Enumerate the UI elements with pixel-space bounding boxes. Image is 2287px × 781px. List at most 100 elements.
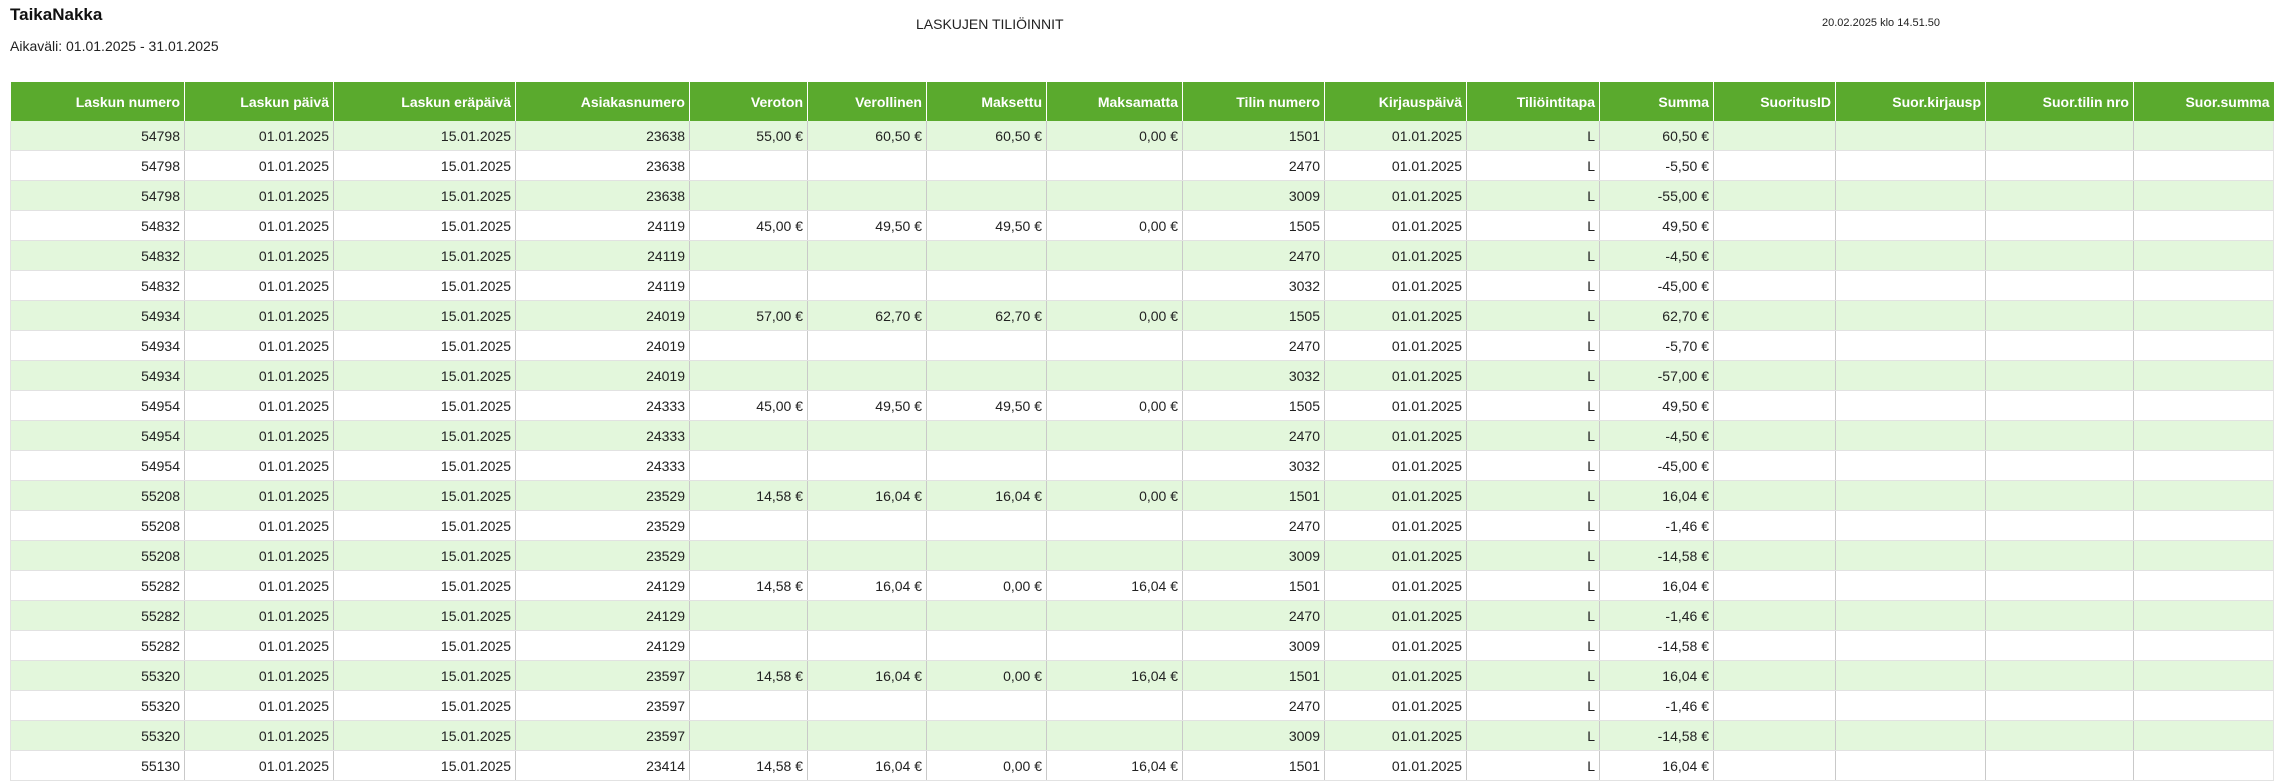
cell-laskun-paiva: 01.01.2025 bbox=[184, 390, 334, 421]
cell-laskun-erapaiva: 15.01.2025 bbox=[333, 180, 516, 211]
table-row: 55320 01.01.2025 15.01.2025 23597 14,58 €16,… bbox=[10, 660, 2274, 691]
cell-laskun-numero: 55208 bbox=[10, 480, 185, 511]
cell-veroton: 55,00 € bbox=[689, 121, 808, 151]
cell-laskun-paiva: 01.01.2025 bbox=[184, 510, 334, 541]
cell-suor-kirjausp bbox=[1835, 270, 1986, 301]
cell-suor-summa bbox=[2133, 180, 2274, 211]
cell-maksamatta bbox=[1046, 540, 1183, 571]
cell-maksettu bbox=[926, 630, 1047, 661]
cell-laskun-numero: 54798 bbox=[10, 180, 185, 211]
cell-kirjauspaiva: 01.01.2025 bbox=[1324, 720, 1467, 751]
cell-suor-tilin-nro bbox=[1985, 660, 2134, 691]
table-row: 54934 01.01.2025 15.01.2025 24019 57,00 €62,… bbox=[10, 300, 2274, 331]
cell-summa: -4,50 € bbox=[1599, 420, 1714, 451]
table-row: 54934 01.01.2025 15.01.2025 24019 2470 01.01.… bbox=[10, 330, 2274, 361]
cell-tilin-numero: 1505 bbox=[1182, 210, 1325, 241]
cell-asiakasnumero: 24333 bbox=[515, 450, 690, 481]
cell-suor-summa bbox=[2133, 270, 2274, 301]
cell-laskun-erapaiva: 15.01.2025 bbox=[333, 720, 516, 751]
cell-laskun-erapaiva: 15.01.2025 bbox=[333, 240, 516, 271]
cell-tilin-numero: 1505 bbox=[1182, 390, 1325, 421]
cell-maksettu bbox=[926, 150, 1047, 181]
cell-laskun-numero: 55208 bbox=[10, 540, 185, 571]
cell-asiakasnumero: 24119 bbox=[515, 270, 690, 301]
cell-suor-summa bbox=[2133, 750, 2274, 781]
cell-summa: -4,50 € bbox=[1599, 240, 1714, 271]
cell-suor-kirjausp bbox=[1835, 600, 1986, 631]
cell-tiliointitapa: L bbox=[1466, 150, 1600, 181]
cell-kirjauspaiva: 01.01.2025 bbox=[1324, 630, 1467, 661]
cell-veroton bbox=[689, 360, 808, 391]
cell-kirjauspaiva: 01.01.2025 bbox=[1324, 270, 1467, 301]
cell-laskun-numero: 54832 bbox=[10, 270, 185, 301]
cell-tiliointitapa: L bbox=[1466, 570, 1600, 601]
cell-laskun-numero: 54798 bbox=[10, 150, 185, 181]
cell-laskun-paiva: 01.01.2025 bbox=[184, 750, 334, 781]
cell-tilin-numero: 3032 bbox=[1182, 270, 1325, 301]
cell-verollinen bbox=[807, 720, 927, 751]
cell-laskun-numero: 55282 bbox=[10, 600, 185, 631]
cell-asiakasnumero: 23597 bbox=[515, 690, 690, 721]
cell-kirjauspaiva: 01.01.2025 bbox=[1324, 150, 1467, 181]
cell-suor-tilin-nro bbox=[1985, 630, 2134, 661]
column-header-maksettu: Maksettu bbox=[926, 82, 1047, 121]
cell-summa: 16,04 € bbox=[1599, 480, 1714, 511]
cell-laskun-erapaiva: 15.01.2025 bbox=[333, 210, 516, 241]
column-header-maksamatta: Maksamatta bbox=[1046, 82, 1183, 121]
cell-asiakasnumero: 23597 bbox=[515, 720, 690, 751]
cell-tilin-numero: 1505 bbox=[1182, 300, 1325, 331]
cell-laskun-erapaiva: 15.01.2025 bbox=[333, 270, 516, 301]
cell-veroton: 14,58 € bbox=[689, 750, 808, 781]
cell-suor-tilin-nro bbox=[1985, 540, 2134, 571]
cell-laskun-erapaiva: 15.01.2025 bbox=[333, 540, 516, 571]
cell-summa: -14,58 € bbox=[1599, 720, 1714, 751]
cell-tilin-numero: 2470 bbox=[1182, 150, 1325, 181]
cell-suor-summa bbox=[2133, 720, 2274, 751]
cell-laskun-erapaiva: 15.01.2025 bbox=[333, 510, 516, 541]
cell-veroton: 14,58 € bbox=[689, 570, 808, 601]
cell-suoritusid bbox=[1713, 300, 1836, 331]
cell-laskun-erapaiva: 15.01.2025 bbox=[333, 330, 516, 361]
cell-maksettu bbox=[926, 540, 1047, 571]
cell-laskun-erapaiva: 15.01.2025 bbox=[333, 300, 516, 331]
cell-laskun-numero: 54954 bbox=[10, 390, 185, 421]
cell-laskun-paiva: 01.01.2025 bbox=[184, 630, 334, 661]
cell-maksamatta bbox=[1046, 420, 1183, 451]
company-name: TaikaNakka bbox=[10, 5, 103, 24]
cell-suor-summa bbox=[2133, 210, 2274, 241]
cell-laskun-numero: 55320 bbox=[10, 720, 185, 751]
cell-maksamatta bbox=[1046, 720, 1183, 751]
cell-kirjauspaiva: 01.01.2025 bbox=[1324, 390, 1467, 421]
cell-suor-tilin-nro bbox=[1985, 750, 2134, 781]
cell-suor-kirjausp bbox=[1835, 480, 1986, 511]
cell-suoritusid bbox=[1713, 510, 1836, 541]
cell-maksettu bbox=[926, 420, 1047, 451]
cell-asiakasnumero: 24333 bbox=[515, 420, 690, 451]
cell-laskun-paiva: 01.01.2025 bbox=[184, 150, 334, 181]
cell-suor-summa bbox=[2133, 480, 2274, 511]
cell-tilin-numero: 1501 bbox=[1182, 121, 1325, 151]
cell-suoritusid bbox=[1713, 660, 1836, 691]
cell-laskun-paiva: 01.01.2025 bbox=[184, 600, 334, 631]
cell-maksamatta: 0,00 € bbox=[1046, 121, 1183, 151]
cell-maksamatta bbox=[1046, 150, 1183, 181]
cell-verollinen bbox=[807, 270, 927, 301]
cell-suor-summa bbox=[2133, 420, 2274, 451]
table-row: 54832 01.01.2025 15.01.2025 24119 45,00 €49,… bbox=[10, 210, 2274, 241]
cell-laskun-paiva: 01.01.2025 bbox=[184, 121, 334, 151]
cell-kirjauspaiva: 01.01.2025 bbox=[1324, 121, 1467, 151]
cell-suor-summa bbox=[2133, 630, 2274, 661]
cell-maksettu: 0,00 € bbox=[926, 750, 1047, 781]
cell-asiakasnumero: 23638 bbox=[515, 121, 690, 151]
cell-verollinen bbox=[807, 240, 927, 271]
cell-veroton bbox=[689, 450, 808, 481]
cell-suor-summa bbox=[2133, 121, 2274, 151]
cell-verollinen: 16,04 € bbox=[807, 660, 927, 691]
cell-kirjauspaiva: 01.01.2025 bbox=[1324, 180, 1467, 211]
cell-tilin-numero: 1501 bbox=[1182, 750, 1325, 781]
cell-suor-tilin-nro bbox=[1985, 450, 2134, 481]
cell-suoritusid bbox=[1713, 450, 1836, 481]
cell-summa: -14,58 € bbox=[1599, 540, 1714, 571]
cell-maksamatta: 16,04 € bbox=[1046, 570, 1183, 601]
cell-laskun-numero: 55320 bbox=[10, 660, 185, 691]
